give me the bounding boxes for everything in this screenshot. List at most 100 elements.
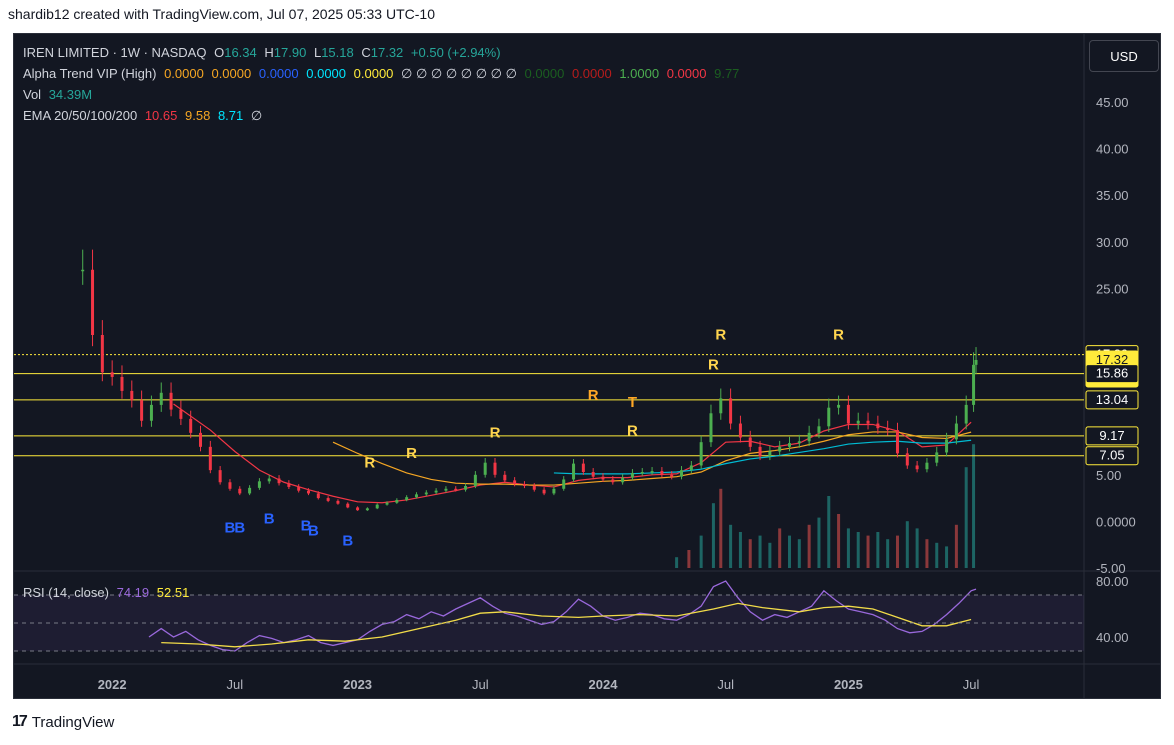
volume-value: 34.39M <box>48 87 93 102</box>
time-axis-label: 2022 <box>98 677 127 692</box>
price-label-text: 9.17 <box>1099 428 1124 443</box>
candle-body <box>621 477 625 483</box>
price-label-text: 17.32 <box>1096 352 1129 367</box>
candle-body <box>699 442 703 466</box>
candle-body <box>630 472 634 478</box>
candle-body <box>228 482 232 489</box>
candle-body <box>248 487 252 494</box>
volume-bar <box>817 517 821 568</box>
volume-bar <box>964 467 968 568</box>
time-axis-label: 2025 <box>834 677 863 692</box>
candle-body <box>866 420 870 424</box>
volume-bar <box>758 535 762 568</box>
ema-value: ∅ <box>250 108 263 123</box>
candle-body <box>473 474 477 486</box>
candle-body <box>346 503 350 508</box>
candle-body <box>218 470 222 483</box>
candle-body <box>130 390 134 401</box>
candle-body <box>513 480 517 485</box>
candle-body <box>660 471 664 475</box>
candle-body <box>542 489 546 494</box>
signal-label: B <box>308 522 319 539</box>
alpha-value: 0.0000 <box>306 66 347 81</box>
rsi-axis-tick: 40.00 <box>1096 630 1129 645</box>
alpha-value: 0.0000 <box>258 66 299 81</box>
candle-body <box>778 446 782 452</box>
candle-body <box>709 413 713 443</box>
alpha-trend-legend[interactable]: Alpha Trend VIP (High) 0.0000 0.0000 0.0… <box>23 66 743 82</box>
volume-bar <box>895 535 899 568</box>
volume-bar <box>837 514 841 568</box>
candle-body <box>454 488 458 491</box>
signal-label: R <box>406 445 417 462</box>
ema-value: 9.58 <box>185 108 211 123</box>
ema-legend[interactable]: EMA 20/50/100/200 10.65 9.58 8.71 ∅ <box>23 108 266 124</box>
candle-body <box>297 486 301 491</box>
candle-body <box>208 446 212 471</box>
price-label-text: 13.04 <box>1096 392 1129 407</box>
low-value: 15.18 <box>321 45 354 60</box>
volume-label: Vol <box>23 87 42 102</box>
candle-body <box>935 452 939 463</box>
candle-body <box>444 488 448 491</box>
candle-body <box>434 490 438 493</box>
candle-body <box>405 497 409 500</box>
volume-bar <box>886 539 890 568</box>
volume-bar <box>788 535 792 568</box>
price-label-box <box>1085 364 1139 384</box>
signal-label: B <box>342 533 353 550</box>
chart-frame[interactable] <box>13 33 1161 699</box>
signal-label: B <box>301 518 312 535</box>
low-label: L <box>313 45 322 60</box>
candle-body <box>719 398 723 414</box>
ohlc-legend: IREN LIMITED · 1W · NASDAQ O16.34 H17.90… <box>23 45 505 60</box>
candle-body <box>974 359 978 365</box>
high-value: 17.90 <box>273 45 307 60</box>
price-label-box <box>1085 426 1139 446</box>
candle-body <box>483 462 487 475</box>
signal-label: R <box>364 454 375 471</box>
volume-bar <box>827 496 831 568</box>
candle-body <box>522 484 526 486</box>
signal-label: B <box>225 520 236 537</box>
candle-body <box>856 420 860 424</box>
currency-button[interactable]: USD <box>1089 40 1159 72</box>
candle-body <box>876 423 880 429</box>
candle-body <box>169 392 173 410</box>
volume-bar <box>768 542 772 568</box>
ema-line <box>332 431 972 486</box>
candle-body <box>925 462 929 470</box>
ema-value: 8.71 <box>217 108 244 123</box>
attribution-header: shardib12 created with TradingView.com, … <box>8 6 435 22</box>
candle-body <box>532 485 536 490</box>
volume-bar <box>699 535 703 568</box>
candle-body <box>503 474 507 481</box>
signal-label: R <box>627 423 638 440</box>
signal-label: R <box>708 356 719 373</box>
rsi-legend[interactable]: RSI (14, close) 74.19 52.51 <box>23 585 193 600</box>
alpha-value: 0.0000 <box>571 66 612 81</box>
symbol-title[interactable]: IREN LIMITED · 1W · NASDAQ <box>23 45 207 60</box>
ema-line <box>553 439 972 475</box>
signal-label: R <box>490 425 501 442</box>
change-value: +0.50 (+2.94%) <box>410 45 501 60</box>
candle-body <box>886 428 890 431</box>
alpha-value: 0.0000 <box>524 66 565 81</box>
alpha-value: 9.77 <box>714 66 740 81</box>
candle-body <box>895 430 899 454</box>
candle-body <box>601 476 605 480</box>
candle-body <box>817 426 821 433</box>
ema-label: EMA 20/50/100/200 <box>23 108 138 123</box>
candle-body <box>562 479 566 489</box>
time-axis-label: Jul <box>472 677 489 692</box>
volume-bar <box>972 444 976 568</box>
price-label-text: 7.05 <box>1099 448 1124 463</box>
candle-body <box>945 439 949 453</box>
alpha-value: 0.0000 <box>164 66 204 81</box>
candle-body <box>972 364 976 405</box>
alpha-trend-label: Alpha Trend VIP (High) <box>23 66 157 81</box>
candle-body <box>591 472 595 477</box>
candle-body <box>287 483 291 487</box>
volume-legend[interactable]: Vol 34.39M <box>23 87 96 102</box>
